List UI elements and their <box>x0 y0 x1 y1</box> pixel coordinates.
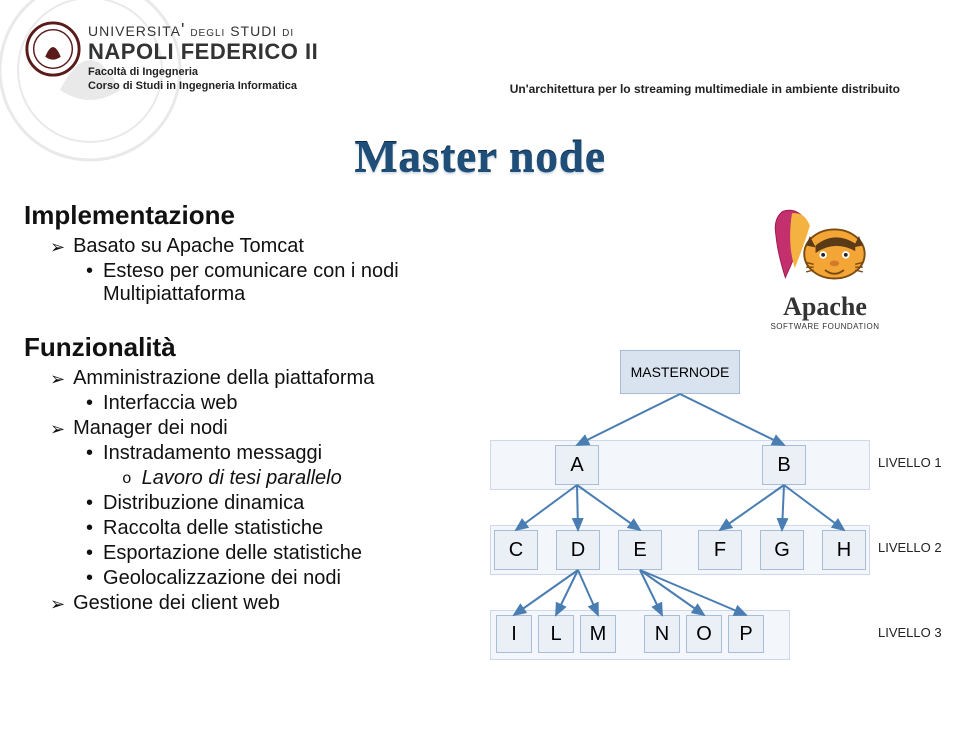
level-label: LIVELLO 3 <box>878 625 942 640</box>
tree-node: H <box>822 530 866 570</box>
bullet-lvl1: ➢Basato su Apache Tomcat <box>50 235 484 258</box>
tree-node: N <box>644 615 680 653</box>
university-logo-icon <box>24 20 82 78</box>
tree-node: P <box>728 615 764 653</box>
apache-word: Apache <box>750 292 900 322</box>
tree-node: C <box>494 530 538 570</box>
tree-node: E <box>618 530 662 570</box>
course-tag: Un'architettura per lo streaming multime… <box>510 82 900 96</box>
tree-node: F <box>698 530 742 570</box>
level-label: LIVELLO 1 <box>878 455 942 470</box>
fac-line1: Facoltà di Ingegneria <box>88 65 318 79</box>
tree-node: B <box>762 445 806 485</box>
heading-funzionalita: Funzionalità <box>24 332 484 363</box>
bullet-lvl1: ➢Manager dei nodi <box>50 417 484 440</box>
tree-node: I <box>496 615 532 653</box>
bullet-lvl2: •Esteso per comunicare con i nodi Multip… <box>86 260 484 306</box>
faculty-block: Facoltà di Ingegneria Corso di Studi in … <box>88 65 318 94</box>
bullet-lvl3: oLavoro di tesi parallelo <box>122 467 484 490</box>
content-column: Implementazione ➢Basato su Apache Tomcat… <box>24 200 484 617</box>
tree-node: L <box>538 615 574 653</box>
tree-node: D <box>556 530 600 570</box>
slide-title: Master node <box>354 130 605 183</box>
uni-line1: UNIVERSITA' DEGLI STUDI DI <box>88 20 318 41</box>
apache-sub: SOFTWARE FOUNDATION <box>750 322 900 331</box>
bullet-lvl2: •Geolocalizzazione dei nodi <box>86 567 484 590</box>
university-block: UNIVERSITA' DEGLI STUDI DI NAPOLI FEDERI… <box>24 20 318 94</box>
bullet-lvl2: •Distribuzione dinamica <box>86 492 484 515</box>
level-band <box>490 525 870 575</box>
tree-node: MASTERNODE <box>620 350 740 394</box>
bullet-lvl2: •Raccolta delle statistiche <box>86 517 484 540</box>
bullet-lvl2: •Instradamento messaggi <box>86 442 484 465</box>
fac-line2: Corso di Studi in Ingegneria Informatica <box>88 79 318 93</box>
tree-node: M <box>580 615 616 653</box>
level-band <box>490 440 870 490</box>
apache-logo-block: Apache SOFTWARE FOUNDATION <box>750 202 900 331</box>
bullet-lvl2: •Interfaccia web <box>86 392 484 415</box>
tree-node: G <box>760 530 804 570</box>
tree-node: A <box>555 445 599 485</box>
tree-diagram: LIVELLO 1 LIVELLO 2 LIVELLO 3 MASTERNODE A B C… <box>490 350 950 720</box>
tree-node: O <box>686 615 722 653</box>
uni-line2: NAPOLI FEDERICO II <box>88 41 318 63</box>
bullet-lvl2: •Esportazione delle statistiche <box>86 542 484 565</box>
bullet-lvl1: ➢Amministrazione della piattaforma <box>50 367 484 390</box>
bullet-lvl1: ➢Gestione dei client web <box>50 592 484 615</box>
apache-logo-icon <box>765 202 885 287</box>
level-label: LIVELLO 2 <box>878 540 942 555</box>
heading-implementazione: Implementazione <box>24 200 484 231</box>
